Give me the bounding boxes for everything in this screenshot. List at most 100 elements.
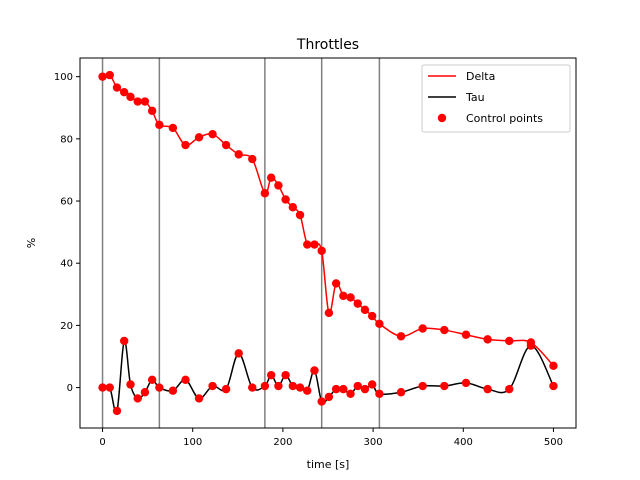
control-point-delta-18 [274, 181, 283, 190]
legend-label-delta: Delta [466, 70, 495, 83]
control-point-tau-22 [303, 386, 312, 395]
y-tick-label-100: 100 [54, 72, 73, 83]
control-point-delta-8 [155, 120, 164, 130]
y-tick-label-40: 40 [60, 259, 73, 270]
control-point-tau-34 [418, 381, 427, 391]
control-point-delta-29 [353, 299, 362, 308]
legend-box [421, 64, 571, 133]
control-point-delta-30 [360, 305, 370, 315]
control-point-tau-38 [505, 384, 514, 394]
y-tick-label-60: 60 [60, 197, 73, 208]
x-tick-label-500: 500 [544, 437, 563, 448]
control-point-delta-0 [98, 72, 107, 81]
control-point-tau-3 [119, 336, 129, 346]
control-point-tau-18 [274, 381, 283, 391]
control-point-tau-13 [221, 384, 231, 394]
y-tick-label-0: 0 [67, 383, 73, 394]
control-point-delta-11 [194, 133, 204, 142]
control-point-delta-2 [112, 83, 122, 92]
control-point-tau-19 [281, 370, 290, 380]
control-point-tau-6 [140, 388, 150, 397]
legend-swatch-control-points [437, 113, 447, 123]
control-point-tau-35 [440, 381, 449, 391]
control-point-delta-31 [367, 311, 377, 321]
control-point-tau-16 [260, 381, 270, 391]
control-point-tau-12 [208, 381, 217, 391]
control-point-delta-35 [440, 325, 449, 335]
x-tick-label-200: 200 [273, 437, 292, 448]
y-axis: 0 20 40 60 80 100 [54, 72, 80, 394]
legend-label-tau: Tau [465, 91, 485, 104]
y-tick-label-80: 80 [60, 134, 73, 145]
x-tick-label-300: 300 [364, 437, 383, 448]
x-tick-label-400: 400 [454, 437, 473, 448]
control-point-tau-2 [112, 406, 122, 416]
control-point-tau-5 [133, 394, 142, 403]
control-point-delta-15 [248, 154, 257, 164]
control-point-tau-9 [168, 386, 178, 395]
control-point-delta-4 [126, 92, 135, 102]
control-point-tau-21 [295, 383, 305, 392]
control-point-tau-32 [375, 389, 384, 398]
control-point-tau-17 [266, 370, 276, 380]
control-point-delta-19 [281, 195, 290, 204]
control-point-delta-12 [208, 129, 217, 139]
y-axis-label: % [25, 238, 38, 248]
control-point-delta-9 [168, 123, 178, 133]
control-point-delta-26 [331, 279, 341, 288]
control-point-delta-3 [119, 88, 129, 97]
control-point-tau-31 [367, 380, 377, 389]
control-point-delta-25 [324, 308, 334, 318]
control-point-tau-33 [396, 388, 406, 397]
control-point-tau-1 [105, 383, 114, 392]
x-axis: 0 100 200 300 400 500 [99, 428, 563, 448]
control-point-delta-28 [346, 293, 355, 302]
control-point-delta-21 [295, 210, 305, 220]
control-point-delta-16 [260, 189, 270, 198]
control-point-delta-38 [505, 336, 514, 346]
control-point-delta-32 [375, 319, 384, 329]
control-point-delta-5 [133, 97, 142, 106]
control-point-tau-36 [461, 378, 471, 388]
control-point-delta-36 [461, 330, 471, 339]
series-line-tau [102, 340, 555, 414]
plot-frame [79, 57, 577, 429]
control-point-tau-29 [353, 381, 362, 391]
control-point-tau-37 [483, 384, 492, 394]
control-point-tau-30 [360, 384, 370, 394]
control-point-tau-0 [98, 383, 107, 392]
y-tick-label-20: 20 [60, 321, 73, 332]
control-point-delta-1 [105, 70, 114, 80]
control-point-tau-7 [147, 375, 157, 385]
control-point-delta-20 [288, 203, 298, 212]
control-point-tau-28 [346, 389, 355, 398]
control-point-delta-24 [317, 246, 326, 255]
control-point-tau-23 [310, 366, 319, 375]
control-point-delta-14 [234, 150, 243, 159]
control-point-delta-23 [310, 240, 319, 249]
control-point-delta-27 [339, 291, 348, 301]
control-point-tau-20 [288, 381, 298, 391]
control-point-delta-10 [181, 140, 190, 150]
legend-label-control-points: Control points [466, 112, 543, 125]
control-point-delta-6 [140, 97, 150, 106]
legend: Delta Tau Control points [421, 64, 571, 133]
control-point-tau-39 [526, 341, 536, 350]
control-point-delta-13 [221, 140, 231, 150]
control-point-delta-17 [266, 173, 276, 182]
control-point-tau-27 [339, 384, 348, 394]
control-point-tau-14 [234, 349, 243, 358]
control-point-tau-24 [317, 397, 326, 406]
control-point-tau-15 [248, 383, 257, 392]
control-point-delta-37 [483, 335, 492, 344]
x-tick-label-0: 0 [99, 437, 105, 448]
control-point-tau-4 [126, 380, 135, 389]
chart-title: Throttles [296, 37, 359, 53]
control-point-delta-40 [549, 361, 558, 371]
control-point-delta-7 [147, 106, 157, 116]
plot-area [98, 58, 558, 428]
control-point-tau-8 [155, 383, 164, 392]
control-point-tau-25 [324, 392, 334, 402]
control-point-delta-34 [418, 324, 427, 333]
